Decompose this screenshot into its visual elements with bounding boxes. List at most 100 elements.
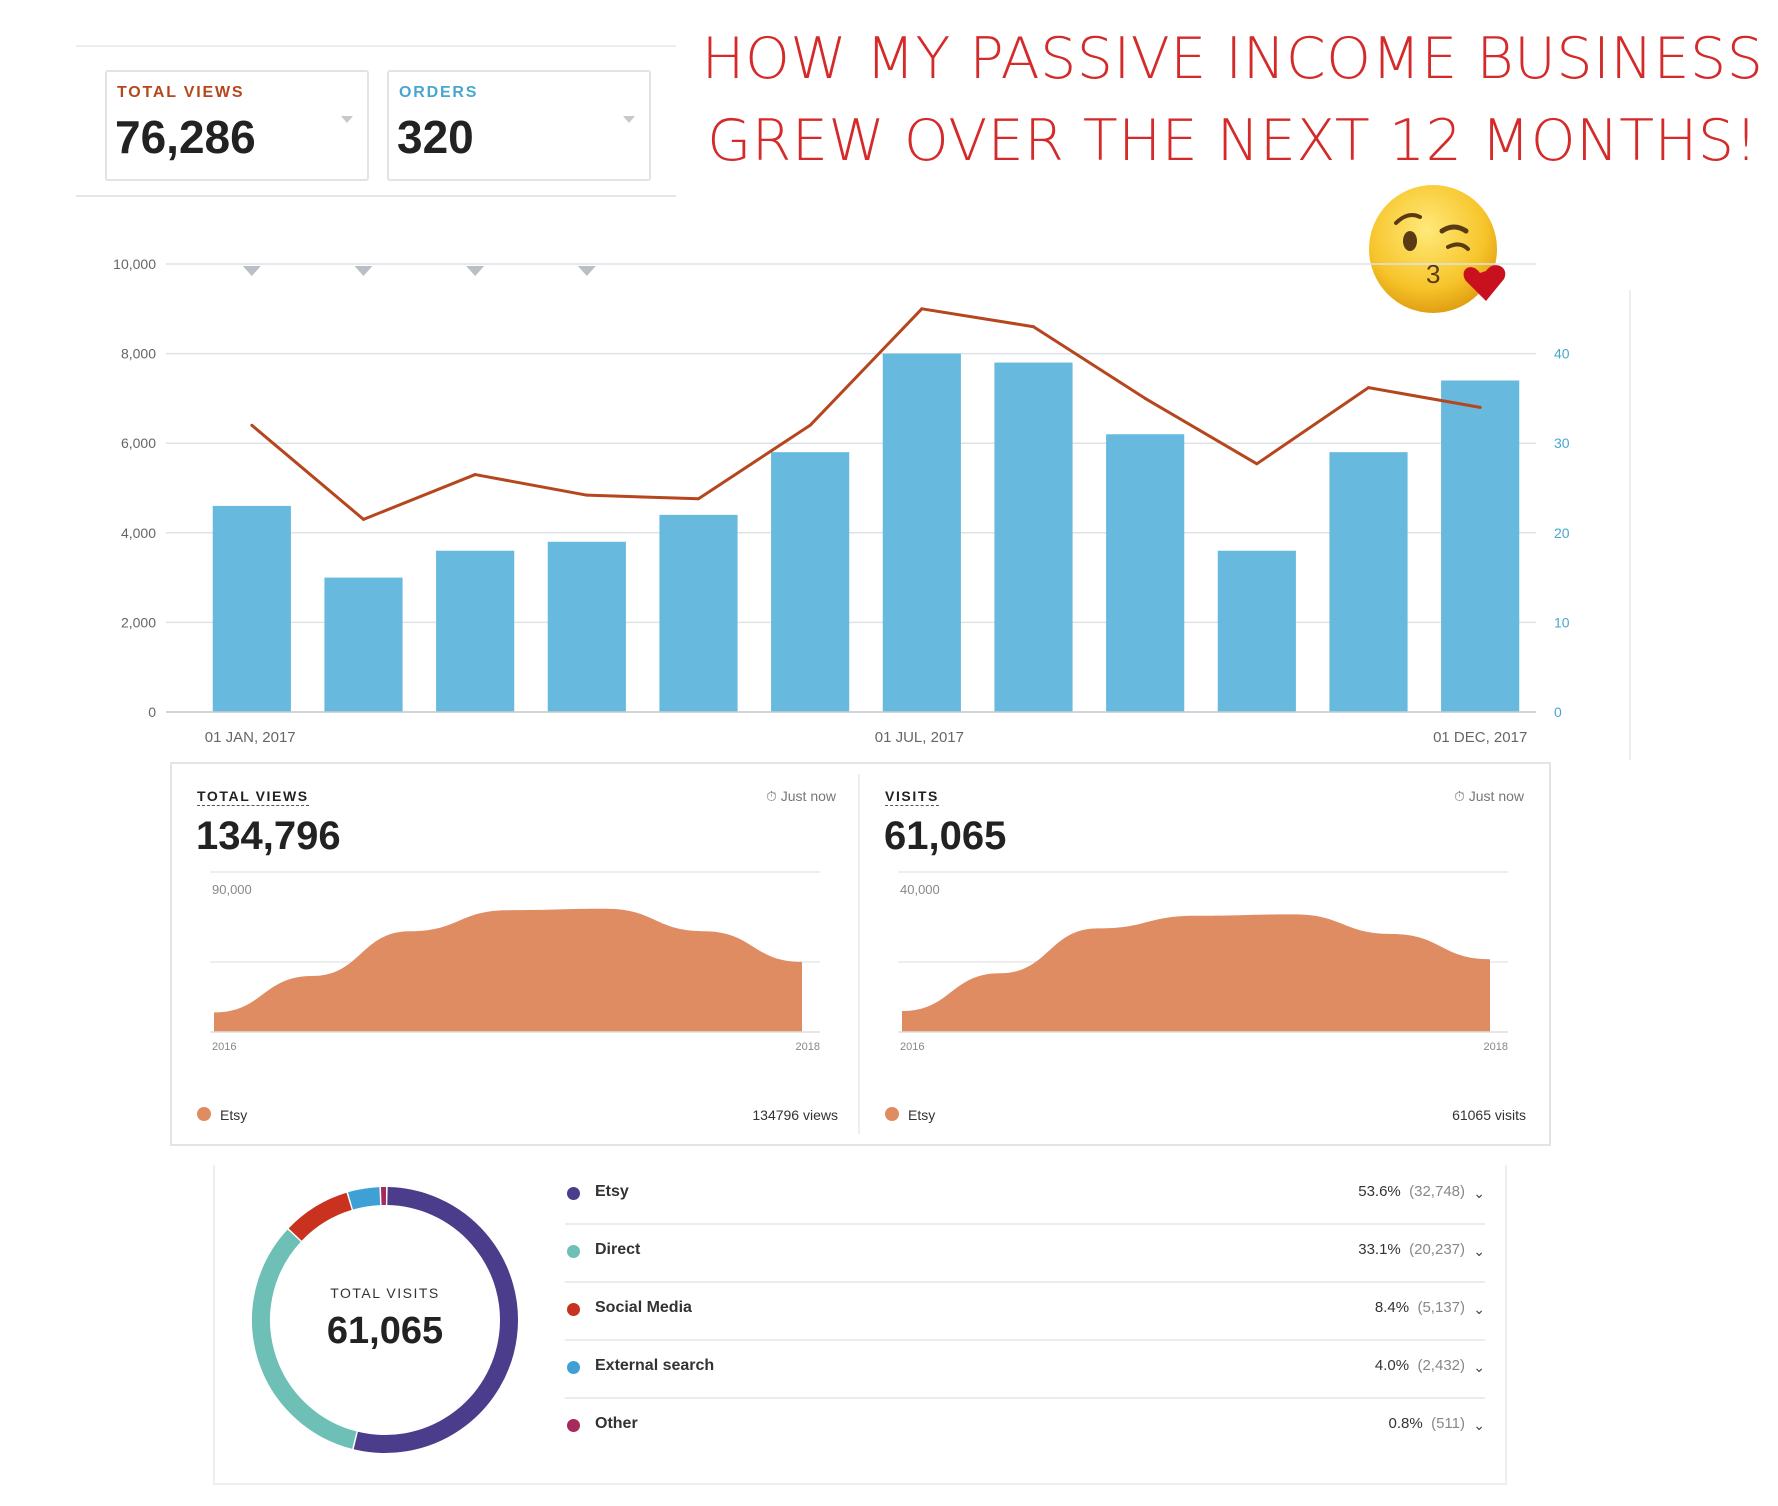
line-point [1143, 396, 1147, 400]
bar [1106, 434, 1185, 712]
card-visits-label: VISITS [885, 788, 939, 806]
traffic-percent: 0.8% [1388, 1415, 1423, 1432]
card-visits-total: 61,065 [884, 814, 1007, 858]
visits-area-chart: 40,000 2016 2018 [898, 871, 1508, 1053]
donut-slice [348, 1187, 381, 1210]
views-legend-value: 134796 views [752, 1107, 838, 1123]
traffic-value: 53.6% (32,748) [1358, 1183, 1465, 1200]
chevron-down-icon[interactable]: ⌄ [1473, 1359, 1485, 1375]
traffic-name: Social Media [595, 1299, 692, 1316]
y2-tick-label: 40 [1554, 346, 1570, 362]
traffic-count: (32,748) [1409, 1183, 1465, 1200]
x-tick-label: 2016 [212, 1041, 236, 1053]
etsy-area [214, 908, 802, 1032]
traffic-count: (20,237) [1409, 1241, 1465, 1258]
panel-divider [76, 195, 676, 197]
headline-line-1: HOW MY PASSIVE INCOME BUSINESS [701, 26, 1764, 92]
y-tick-label: 6,000 [121, 435, 156, 451]
card-views-total: 134,796 [196, 814, 341, 858]
traffic-row-other[interactable]: Other 0.8% (511) ⌄ [565, 1397, 1485, 1455]
visits-legend-value: 61065 visits [1452, 1107, 1526, 1123]
views-visits-cards: TOTAL VIEWS ⏱ Just now 134,796 90,000 201… [170, 762, 1551, 1146]
marker-icon [354, 266, 373, 276]
y-tick-label: 0 [148, 704, 156, 720]
bar [1441, 380, 1520, 712]
orders-value: 320 [397, 111, 474, 163]
chevron-down-icon[interactable]: ⌄ [1473, 1243, 1485, 1259]
chevron-down-icon[interactable]: ⌄ [1473, 1185, 1485, 1201]
traffic-name: External search [595, 1357, 715, 1374]
x-tick-label: 01 JUL, 2017 [875, 729, 964, 746]
card-views-label: TOTAL VIEWS [197, 788, 309, 806]
bar [1329, 452, 1408, 712]
traffic-value: 0.8% (511) [1389, 1415, 1465, 1432]
total-views-stat[interactable]: TOTAL VIEWS 76,286 [105, 70, 369, 181]
y-tick-label: 4,000 [121, 525, 156, 541]
bar [547, 541, 626, 712]
line-point [585, 493, 589, 497]
bar [324, 577, 403, 712]
line-point [250, 423, 254, 427]
bar [994, 362, 1073, 712]
x-tick-label: 2016 [900, 1041, 924, 1053]
traffic-percent: 8.4% [1374, 1299, 1410, 1316]
marker-icon [242, 266, 261, 276]
legend-etsy-label: Etsy [220, 1107, 248, 1123]
traffic-value: 8.4% (5,137) [1375, 1299, 1465, 1316]
chevron-down-icon[interactable]: ⌄ [1473, 1301, 1485, 1317]
line-point [362, 517, 365, 521]
traffic-name: Direct [595, 1241, 641, 1258]
traffic-donut-chart [252, 1187, 518, 1453]
legend-etsy-label: Etsy [908, 1107, 936, 1123]
y2-tick-label: 20 [1554, 525, 1570, 541]
traffic-name: Other [595, 1415, 638, 1432]
traffic-count: (2,432) [1417, 1357, 1465, 1374]
line-point [1255, 462, 1259, 466]
donut-center-value: 61,065 [326, 1310, 444, 1352]
legend-dot-etsy [567, 1187, 580, 1200]
headline-line-2: GREW OVER THE NEXT 12 MONTHS! [707, 108, 1758, 174]
traffic-percent: 4.0% [1374, 1357, 1410, 1374]
traffic-row-external[interactable]: External search 4.0% (2,432) ⌄ [565, 1339, 1485, 1399]
traffic-sources-panel: TOTAL VISITS 61,065 Etsy 53.6% (32,748) … [213, 1165, 1507, 1485]
card-visits-updated-text: Just now [1468, 788, 1524, 804]
traffic-value: 33.1% (20,237) [1358, 1241, 1465, 1258]
total-views-label: TOTAL VIEWS [117, 84, 245, 101]
y2-tick-label: 30 [1554, 435, 1570, 451]
panel-top-border [76, 45, 676, 47]
total-views-card: TOTAL VIEWS ⏱ Just now 134,796 90,000 201… [172, 764, 858, 1144]
orders-line [250, 307, 1481, 521]
y-tick-label: 90,000 [212, 882, 252, 897]
traffic-row-etsy[interactable]: Etsy 53.6% (32,748) ⌄ [565, 1165, 1485, 1225]
donut-slice [288, 1192, 352, 1241]
traffic-value: 4.0% (2,432) [1375, 1357, 1465, 1374]
svg-text:3: 3 [1426, 259, 1440, 289]
card-views-updated-text: Just now [780, 788, 836, 804]
bar [212, 505, 291, 712]
traffic-row-social[interactable]: Social Media 8.4% (5,137) ⌄ [565, 1281, 1485, 1341]
card-divider [858, 774, 860, 1134]
chevron-down-icon[interactable] [623, 116, 635, 123]
donut-slice [252, 1229, 357, 1449]
card-views-updated: ⏱ Just now [765, 788, 836, 804]
orders-stat[interactable]: ORDERS 320 [387, 70, 651, 181]
bar [659, 514, 738, 712]
x-tick-label: 2018 [1484, 1041, 1508, 1053]
y-tick-label: 8,000 [121, 346, 156, 362]
traffic-name: Etsy [595, 1183, 629, 1200]
chevron-down-icon[interactable]: ⌄ [1473, 1417, 1485, 1433]
chevron-down-icon[interactable] [341, 116, 353, 123]
headline: HOW MY PASSIVE INCOME BUSINESS GREW OVER… [690, 18, 1775, 182]
orders-label: ORDERS [399, 84, 479, 101]
traffic-count: (511) [1431, 1415, 1465, 1432]
x-tick-label: 2018 [796, 1041, 820, 1053]
legend-dot-etsy [885, 1107, 899, 1121]
y-tick-label: 2,000 [121, 614, 156, 630]
bar [882, 353, 961, 712]
visits-card: VISITS ⏱ Just now 61,065 40,000 2016 2018 … [860, 764, 1546, 1144]
traffic-row-direct[interactable]: Direct 33.1% (20,237) ⌄ [565, 1223, 1485, 1283]
views-orders-chart: 0 2,000 4,000 6,000 8,000 10,000 0 10 20 30 40 01 J… [113, 256, 1631, 760]
line-point [1032, 325, 1035, 329]
line-point [1478, 405, 1482, 409]
line-point [473, 473, 477, 477]
